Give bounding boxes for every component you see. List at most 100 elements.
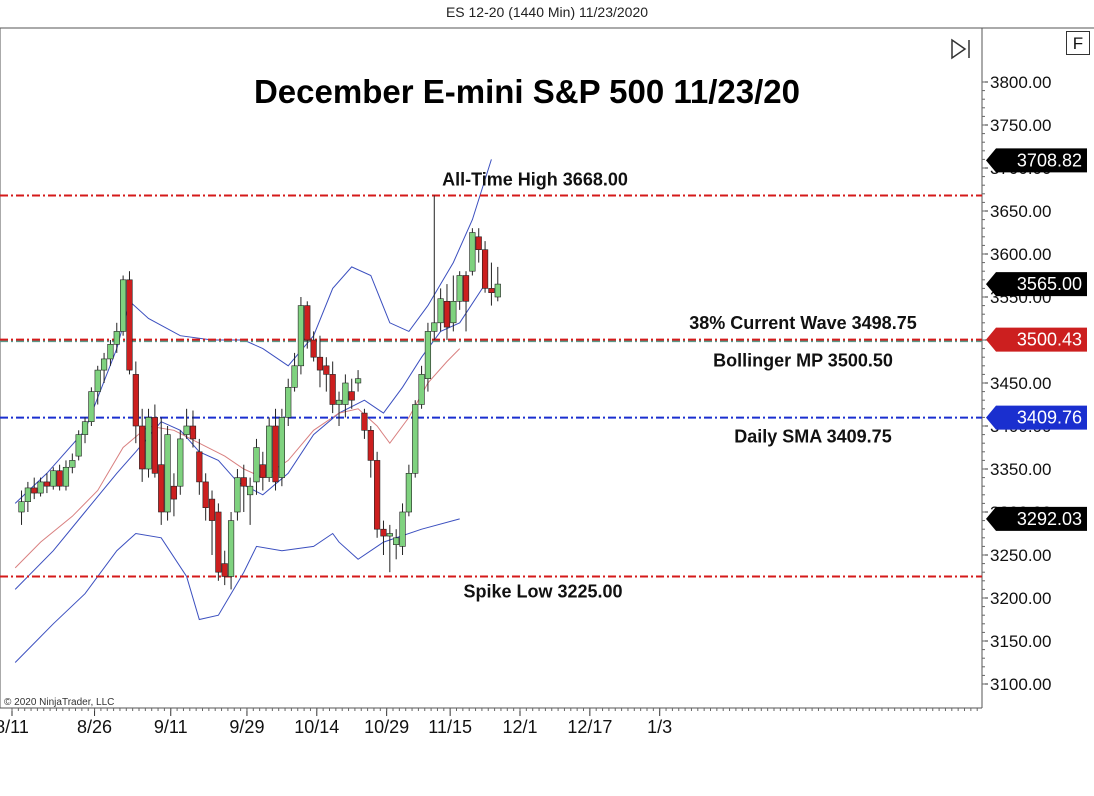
candle-body: [310, 339, 317, 358]
candle-body: [75, 434, 82, 457]
candle-body: [158, 464, 165, 513]
price-tag: [986, 506, 1087, 531]
candle-body: [196, 451, 203, 483]
candle-body: [170, 485, 178, 500]
price-tag-label: 3565.00: [1017, 274, 1082, 294]
candle-body: [24, 487, 31, 502]
chart-title: December E-mini S&P 500 11/23/20: [254, 73, 800, 110]
candle-body: [234, 477, 241, 513]
candle-body: [431, 322, 438, 332]
price-tag: [986, 405, 1087, 430]
level-label: All-Time High 3668.00: [442, 170, 628, 190]
candle-body: [481, 249, 489, 289]
candle-body: [367, 429, 374, 461]
bollinger-mid-line: [14, 283, 486, 590]
candle-body: [304, 305, 311, 341]
level-label: 38% Current Wave 3498.75: [689, 313, 916, 333]
price-tag-label: 3409.76: [1017, 408, 1082, 428]
candle-body: [386, 533, 393, 537]
candle-body: [323, 365, 330, 375]
price-tags: 3708.82 3565.00 3500.43 3409.76 3292.03: [986, 148, 1087, 531]
candle-body: [488, 288, 495, 293]
candle-body: [31, 487, 38, 494]
candle-body: [443, 300, 451, 328]
y-tick-label: 3600.00: [990, 245, 1051, 264]
candle-body: [56, 470, 63, 487]
f-button[interactable]: F: [1066, 31, 1090, 55]
candle-body: [335, 399, 343, 405]
candle-body: [37, 481, 44, 494]
play-end-icon[interactable]: [950, 38, 974, 60]
chart-header: ES 12-20 (1440 Min) 11/23/2020: [445, 4, 649, 20]
candle-body: [456, 275, 463, 302]
candle-body: [405, 472, 412, 513]
candle-body: [437, 298, 444, 324]
candle-body: [113, 331, 120, 345]
bollinger-mid-series: [14, 283, 486, 590]
x-tick-label: 9/11: [154, 717, 188, 737]
y-tick-label: 3650.00: [990, 202, 1051, 221]
level-label: Daily SMA 3409.75: [734, 427, 891, 447]
candle-body: [297, 305, 305, 367]
price-tag-label: 3500.43: [1017, 330, 1082, 350]
candle-body: [183, 425, 190, 435]
level-label: Spike Low 3225.00: [463, 582, 622, 602]
candle-body: [145, 417, 152, 470]
x-tick-label: 8/26: [77, 717, 112, 737]
copyright-text: © 2020 NinjaTrader, LLC: [4, 697, 114, 708]
price-tag-label: 3708.82: [1017, 150, 1082, 170]
x-tick-label: 9/29: [229, 717, 264, 737]
sma-series: [14, 348, 461, 569]
candle-body: [450, 300, 457, 324]
candle-body: [94, 369, 101, 392]
candle-body: [272, 425, 279, 483]
annotations: All-Time High 3668.00 38% Current Wave 34…: [442, 170, 917, 602]
candle-body: [132, 374, 139, 427]
candle-body: [374, 460, 381, 530]
candle-body: [164, 434, 171, 513]
candle-body: [393, 537, 400, 545]
candle-body: [50, 470, 57, 487]
candle-body: [151, 417, 158, 474]
y-tick-label: 3250.00: [990, 546, 1051, 565]
candle-body: [342, 382, 349, 405]
candle-body: [177, 438, 184, 487]
x-tick-label: 10/29: [364, 717, 409, 737]
candle-body: [139, 425, 146, 470]
price-tag: [986, 327, 1087, 352]
x-tick-label: 12/1: [502, 717, 537, 737]
price-tag-label: 3292.03: [1017, 509, 1082, 529]
x-tick-label: 10/14: [294, 717, 339, 737]
candle-body: [475, 236, 482, 251]
candle-body: [316, 356, 324, 371]
candle-body: [399, 511, 406, 547]
y-tick-label: 3450.00: [990, 374, 1051, 393]
candle-body: [462, 275, 470, 302]
candle-body: [247, 485, 254, 496]
candle-body: [424, 331, 432, 379]
candle-body: [380, 528, 387, 537]
candle-body: [354, 378, 362, 384]
candle-body: [88, 391, 95, 423]
candle-body: [126, 279, 133, 371]
candle-body: [189, 425, 197, 440]
time-axis: 8/11 8/26 9/11 9/29 10/14 10/29 11/15 12/1 12/17…: [0, 708, 978, 737]
y-tick-label: 3350.00: [990, 460, 1051, 479]
bollinger-lower-line: [14, 518, 460, 663]
candle-body: [208, 498, 216, 521]
candle-body: [266, 425, 273, 478]
y-tick-label: 3150.00: [990, 632, 1051, 651]
x-tick-label: 8/11: [0, 717, 29, 737]
sma-line: [14, 348, 461, 569]
candle-body: [227, 520, 235, 577]
candle-body: [361, 412, 368, 431]
candle-body: [291, 365, 298, 388]
play-end-glyph: [951, 38, 970, 60]
candle-body: [62, 466, 70, 487]
candle-body: [81, 421, 89, 435]
bollinger-bands: [14, 159, 492, 663]
candle-body: [329, 374, 336, 405]
candle-body: [412, 404, 419, 474]
candle-body: [221, 563, 228, 577]
